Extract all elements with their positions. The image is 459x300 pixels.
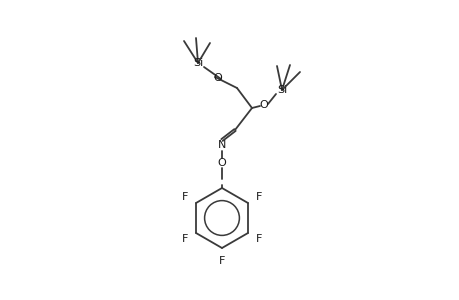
Text: F: F	[256, 191, 262, 202]
Text: F: F	[181, 191, 188, 202]
Text: O: O	[213, 73, 222, 83]
Text: O: O	[217, 158, 226, 168]
Text: F: F	[181, 235, 188, 244]
Text: Si: Si	[192, 58, 203, 68]
Text: F: F	[218, 256, 225, 266]
Text: O: O	[259, 100, 268, 110]
Text: N: N	[218, 140, 226, 150]
Text: F: F	[256, 235, 262, 244]
Text: Si: Si	[276, 85, 286, 95]
